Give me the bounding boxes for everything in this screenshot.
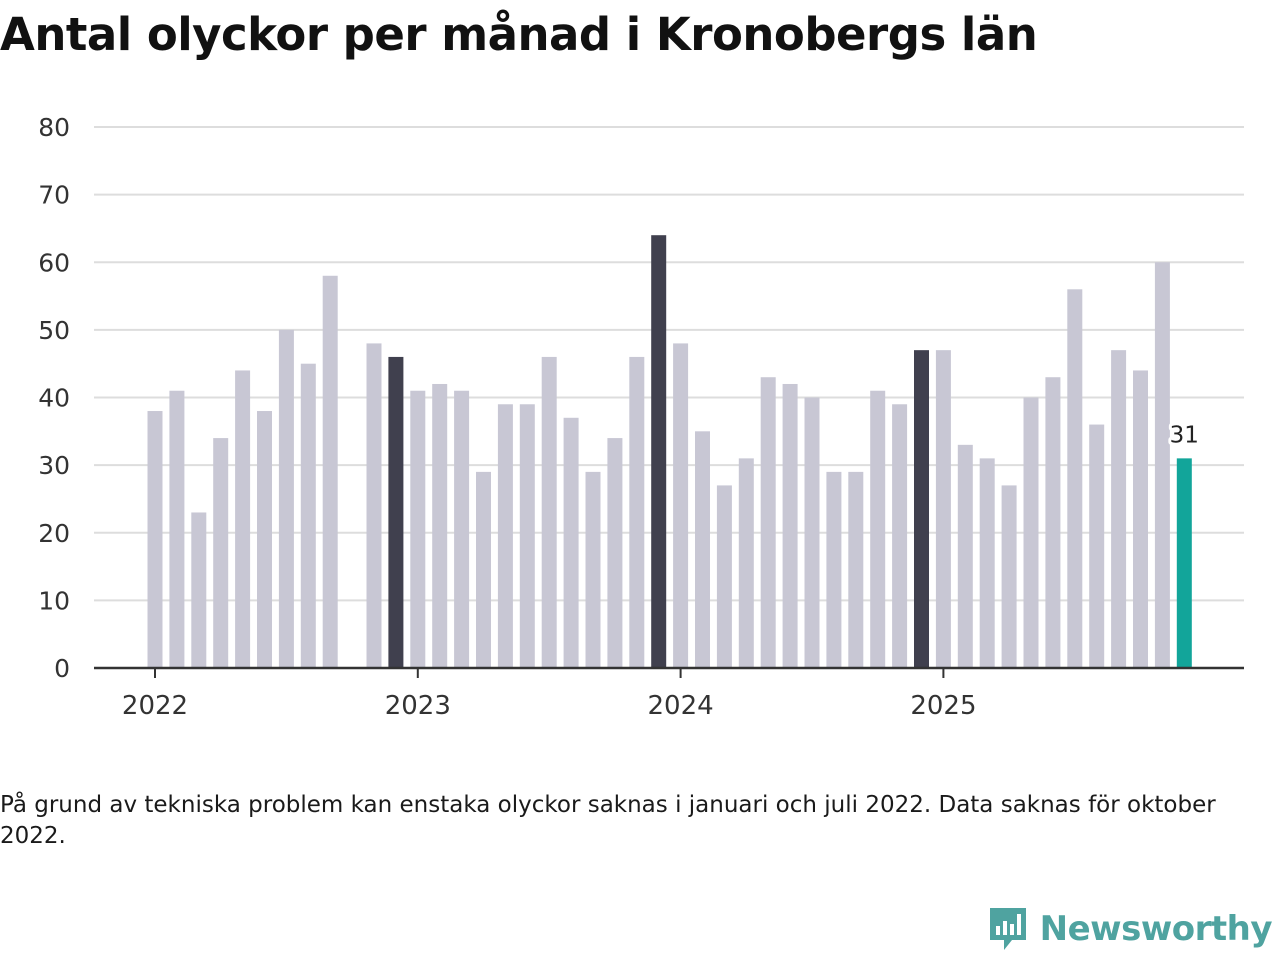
bar: [1001, 485, 1017, 668]
bar: [935, 350, 951, 668]
bar: [979, 458, 995, 668]
bar: [848, 471, 864, 668]
bar: [213, 438, 229, 668]
bar: [147, 411, 163, 668]
bar: [191, 512, 207, 668]
x-axis: 2022 2023 2024 2025: [94, 666, 1244, 721]
bar: [169, 390, 185, 668]
bar: [497, 404, 513, 668]
y-tick-label: 20: [38, 519, 70, 548]
latest-value-label: 31: [1170, 422, 1199, 448]
y-axis-ticks: 0 10 20 30 40 50 60 70 80: [38, 113, 70, 683]
bar: [1067, 289, 1083, 668]
x-tick-label: 2022: [122, 691, 188, 721]
bars: [147, 235, 1192, 668]
bar: [563, 417, 579, 668]
bar: [1045, 377, 1061, 668]
bar-highlight: [651, 235, 667, 668]
chart-title: Antal olyckor per månad i Kronobergs län: [0, 8, 1038, 61]
bar-latest: [1176, 458, 1192, 668]
y-tick-label: 70: [38, 181, 70, 210]
bar: [454, 390, 470, 668]
bar: [957, 444, 973, 668]
bar: [782, 383, 798, 668]
bar: [804, 397, 820, 668]
x-tick-label: 2023: [385, 691, 451, 721]
bar-highlight: [388, 356, 404, 668]
x-tick-label: 2024: [648, 691, 714, 721]
bar: [300, 363, 316, 668]
bar: [432, 383, 448, 668]
y-tick-label: 50: [38, 316, 70, 345]
brand-name: Newsworthy: [1039, 909, 1273, 949]
bar: [1133, 370, 1148, 668]
bar: [1023, 397, 1039, 668]
bar: [892, 404, 908, 668]
bar: [760, 377, 776, 668]
bar: [366, 343, 382, 668]
bar: [585, 471, 601, 668]
bar: [410, 390, 426, 668]
x-tick-label: 2025: [910, 691, 976, 721]
y-tick-label: 60: [38, 248, 70, 277]
bar-chart: 0 10 20 30 40 50 60 70 80 2022 2023 2024 2025 31: [38, 113, 1244, 721]
bar: [1154, 262, 1170, 668]
y-tick-label: 30: [38, 451, 70, 480]
y-tick-label: 40: [38, 384, 70, 413]
bar: [695, 431, 710, 668]
bar: [673, 343, 689, 668]
bar: [738, 458, 754, 668]
bar: [476, 471, 491, 668]
bar: [870, 390, 886, 668]
y-tick-label: 10: [38, 586, 70, 615]
bar: [826, 471, 842, 668]
bar: [1111, 350, 1127, 668]
footnote: På grund av tekniska problem kan enstaka…: [0, 792, 1216, 849]
bar: [716, 485, 732, 668]
y-tick-label: 80: [38, 113, 70, 142]
bar-highlight: [914, 350, 929, 668]
y-tick-label: 0: [54, 654, 70, 683]
bar: [235, 370, 251, 668]
brand: Newsworthy: [988, 906, 1273, 952]
newsworthy-logo-icon: [989, 908, 1026, 950]
bar: [519, 404, 535, 668]
data-labels: 31: [1167, 419, 1202, 451]
bar: [629, 356, 645, 668]
bar: [607, 438, 623, 668]
bar: [257, 411, 272, 668]
bar: [1089, 424, 1105, 668]
bar: [541, 356, 557, 668]
bar: [322, 275, 338, 668]
bar: [278, 329, 294, 668]
